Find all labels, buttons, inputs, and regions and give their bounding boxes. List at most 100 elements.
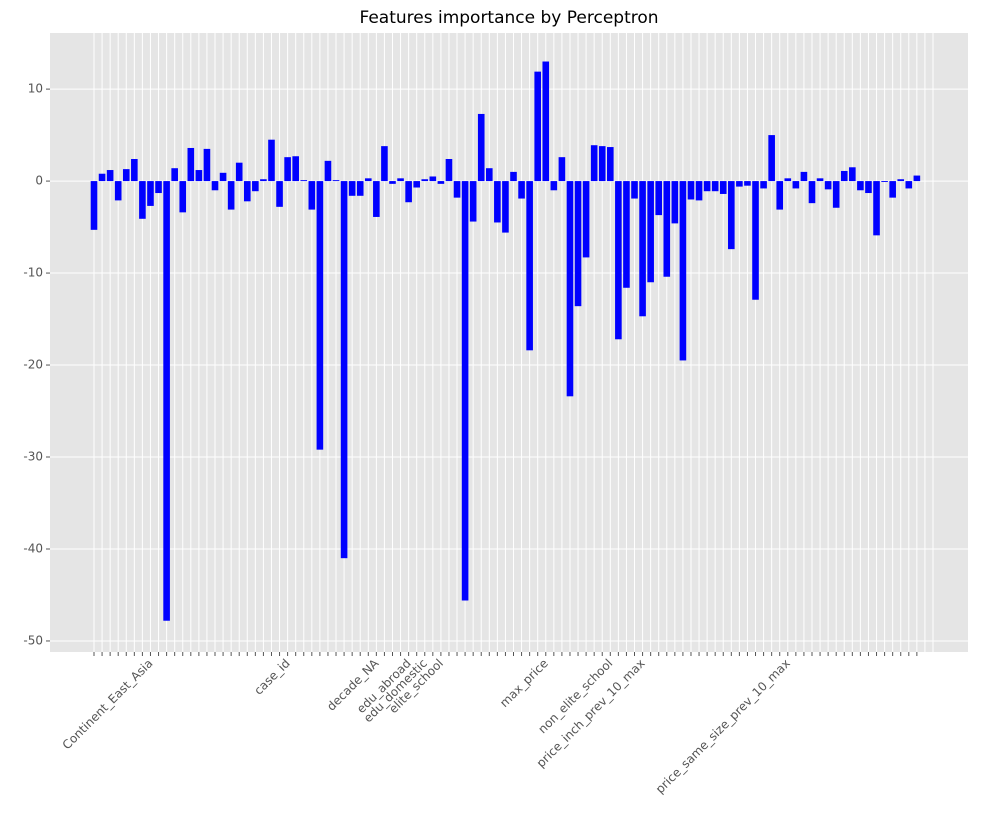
bar [203, 148, 211, 182]
bar [534, 71, 542, 182]
bar [308, 181, 316, 210]
bar [663, 181, 671, 277]
x-tick-label: max_price [497, 656, 551, 710]
bar [857, 181, 864, 191]
bar [195, 170, 203, 182]
bar [421, 179, 429, 182]
bar [647, 181, 654, 283]
bar [679, 181, 687, 361]
bar [397, 178, 404, 182]
bar [332, 180, 340, 182]
plot-area [50, 33, 968, 652]
bar [413, 181, 420, 188]
bar [639, 181, 646, 317]
bar [865, 181, 872, 194]
x-tick-label: case_id [251, 656, 292, 697]
bar [598, 146, 606, 182]
bar [155, 181, 162, 194]
bar [461, 181, 469, 601]
bar [292, 156, 299, 182]
bar [364, 178, 372, 182]
bar [905, 181, 913, 189]
y-tick-label: 0 [35, 174, 43, 188]
bar [235, 162, 243, 182]
bar [897, 179, 905, 182]
x-tick-label: price_same_size_prev_10_max [653, 656, 793, 796]
bar [90, 181, 98, 230]
bar [671, 181, 679, 224]
bar [139, 181, 146, 219]
bar [574, 181, 582, 307]
bar [631, 181, 638, 199]
y-tick-label: -10 [23, 266, 43, 280]
bar [703, 181, 711, 192]
bar [873, 181, 880, 236]
bar [163, 181, 170, 621]
bar [615, 181, 622, 340]
bar [849, 167, 856, 182]
bar [711, 181, 719, 192]
bar [373, 181, 380, 217]
chart-title: Features importance by Perceptron [359, 8, 658, 28]
bar [566, 181, 574, 397]
y-tick-label: 10 [28, 82, 43, 96]
bar [607, 147, 614, 182]
bar [913, 175, 921, 182]
bar [502, 181, 509, 233]
bar [445, 159, 453, 182]
bar [800, 171, 808, 182]
bar [284, 157, 291, 182]
bar [752, 181, 759, 300]
bar [881, 181, 888, 183]
y-tick-label: -50 [23, 633, 43, 647]
bar [736, 181, 743, 187]
bar [98, 173, 106, 182]
bar [453, 181, 461, 198]
y-tick-label: -20 [23, 358, 43, 372]
bar [550, 181, 558, 191]
bar [558, 157, 566, 182]
bar [356, 181, 364, 196]
bar [744, 181, 751, 186]
bar [485, 168, 493, 182]
bar [340, 181, 348, 559]
bar [840, 170, 848, 182]
bar [824, 181, 832, 190]
bar [114, 181, 122, 201]
bar [260, 179, 267, 182]
y-tick-label: -30 [23, 450, 43, 464]
bar [300, 180, 308, 182]
bar [760, 181, 767, 189]
bar [832, 181, 840, 208]
bar [106, 170, 114, 182]
bar [542, 61, 550, 182]
bar [324, 160, 332, 182]
bar [494, 181, 501, 223]
bar [179, 181, 187, 213]
bar [816, 178, 824, 182]
bar [429, 176, 437, 182]
bar [768, 135, 775, 182]
bar [687, 181, 695, 200]
bar [623, 181, 630, 288]
bar [131, 159, 138, 182]
bar [219, 172, 227, 182]
x-tick-label: Continent_East_Asia [60, 656, 156, 752]
bar [510, 171, 517, 182]
bar [211, 181, 219, 191]
bar [590, 145, 598, 182]
bar [389, 181, 396, 184]
bar [243, 181, 251, 202]
bar [316, 181, 324, 450]
bar [582, 181, 590, 258]
bar [728, 181, 735, 250]
bar [268, 139, 275, 182]
bar [655, 181, 663, 216]
bar [171, 168, 178, 182]
bar [252, 181, 259, 192]
y-tick-label: -40 [23, 541, 43, 555]
bar [526, 181, 533, 351]
bar [147, 181, 154, 206]
bar [784, 178, 792, 182]
